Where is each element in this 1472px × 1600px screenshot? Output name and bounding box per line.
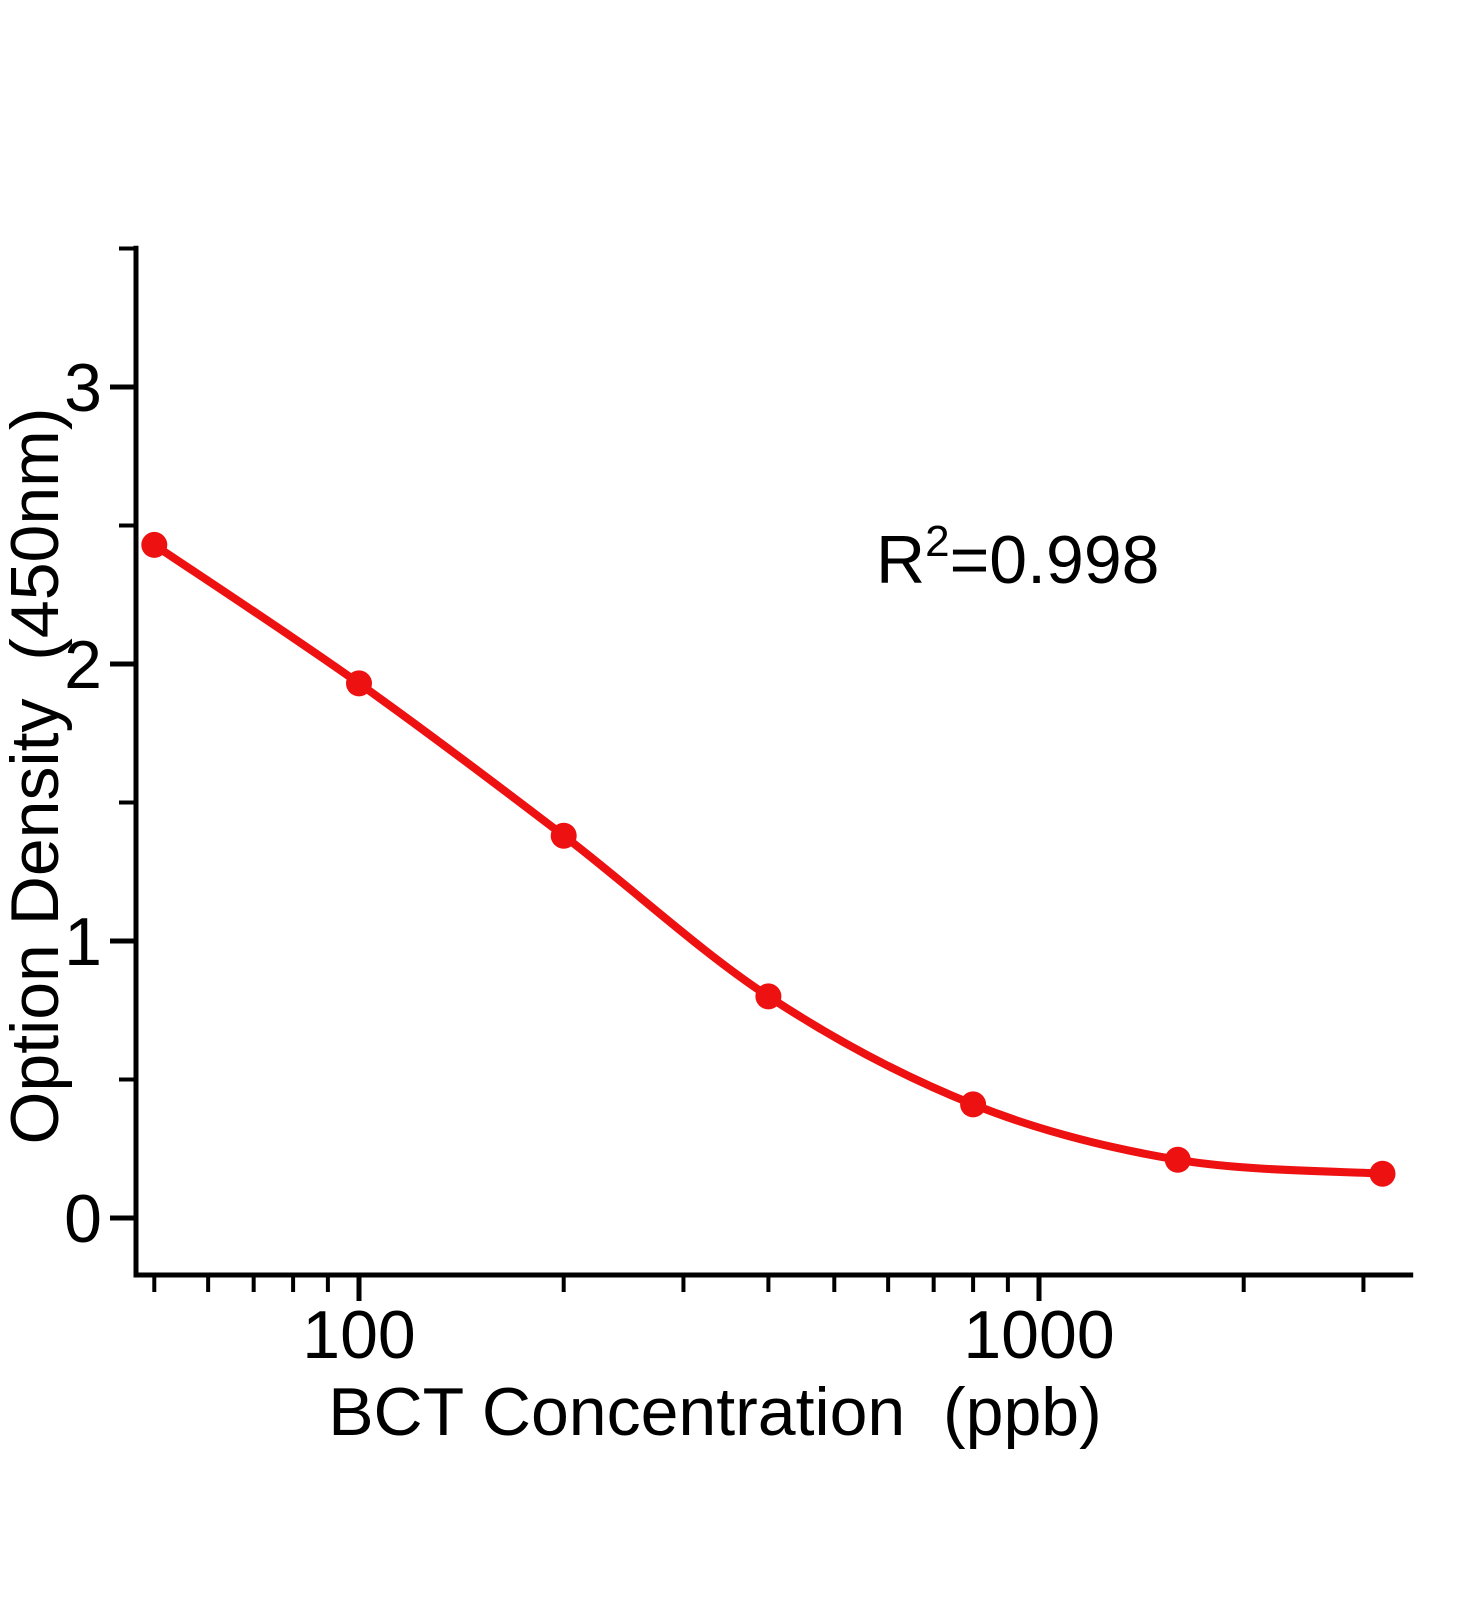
data-point-marker: [1369, 1160, 1396, 1187]
r-squared-value: =0.998: [949, 522, 1160, 598]
x-axis-title: BCT Concentration (ppb): [328, 1374, 1102, 1450]
y-axis-title: Option Density (450nm): [0, 407, 73, 1145]
data-point-marker: [141, 531, 168, 558]
y-tick-label: 3: [64, 350, 102, 426]
y-tick-label: 2: [64, 627, 102, 703]
axis-lines: [133, 245, 1414, 1278]
x-tick-label: 1000: [963, 1297, 1114, 1373]
data-point-marker: [755, 983, 782, 1010]
data-point-marker: [1164, 1146, 1191, 1173]
x-tick-label: 100: [302, 1297, 415, 1373]
r-squared-annotation: R2=0.998: [876, 520, 1159, 595]
r-squared-superscript: 2: [925, 517, 950, 566]
data-point-marker: [346, 670, 372, 697]
data-point-marker: [960, 1091, 987, 1118]
fit-curve: [150, 540, 1387, 1178]
data-point-marker: [550, 822, 577, 849]
r-squared-base: R: [876, 522, 926, 598]
y-tick-label: 1: [64, 904, 102, 980]
y-tick-label: 0: [64, 1181, 102, 1257]
